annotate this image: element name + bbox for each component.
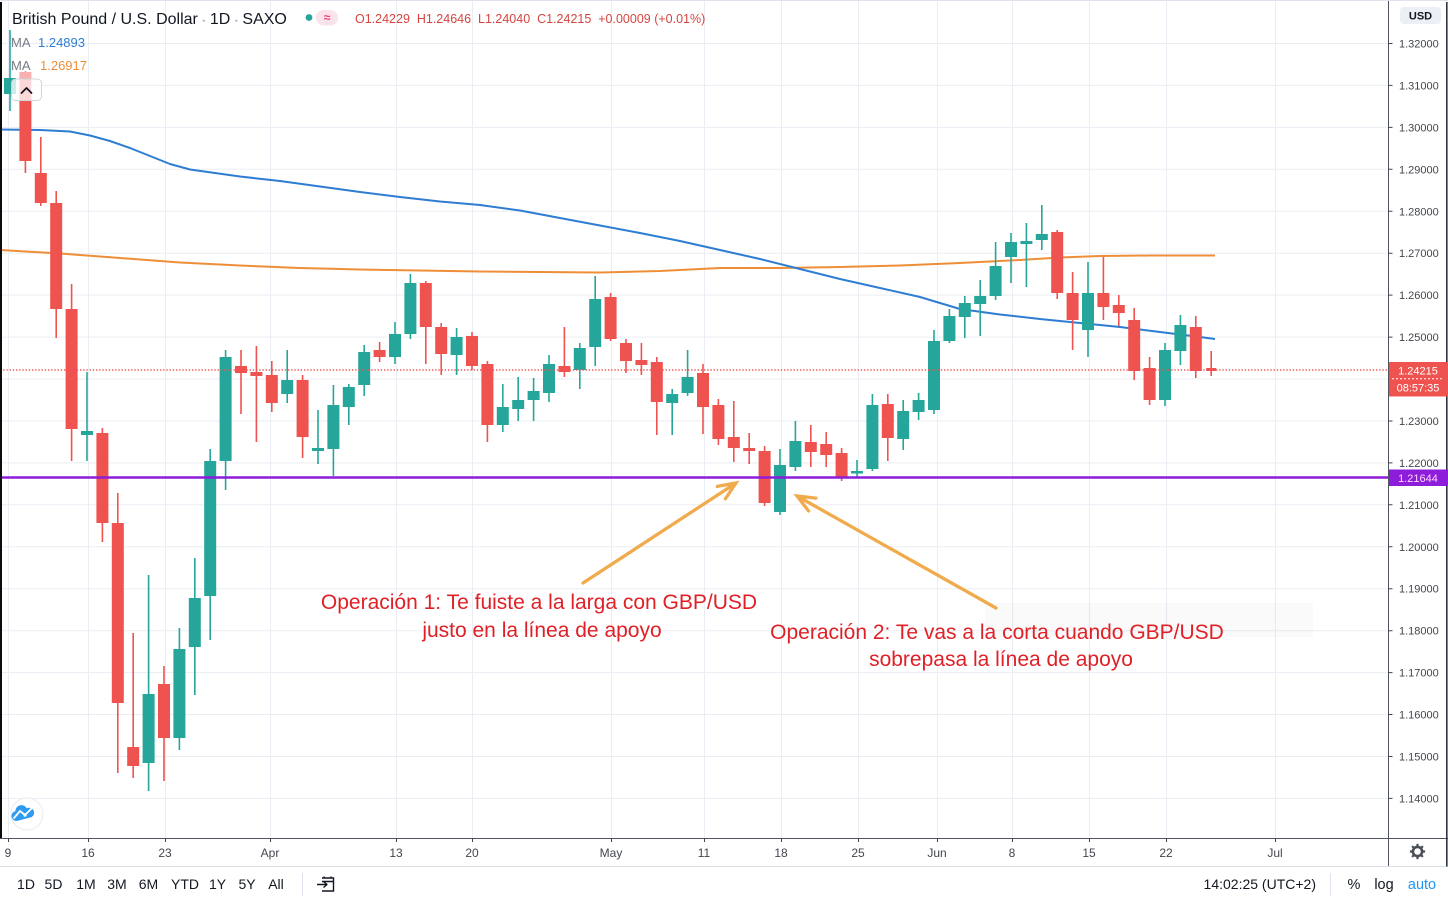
svg-text:9: 9 [5,846,12,860]
svg-text:Jun: Jun [927,846,946,860]
svg-text:13: 13 [389,846,403,860]
svg-text:1.18000: 1.18000 [1399,626,1439,638]
svg-text:1.29000: 1.29000 [1399,164,1439,176]
svg-text:1.32000: 1.32000 [1399,39,1439,51]
svg-text:18: 18 [774,846,788,860]
svg-text:1.20000: 1.20000 [1399,542,1439,554]
svg-text:Operación 2: Te vas a la corta: Operación 2: Te vas a la corta cuando GB… [770,621,1224,644]
svg-text:1.30000: 1.30000 [1399,122,1439,134]
svg-text:Apr: Apr [261,846,280,860]
svg-text:≈: ≈ [324,11,331,25]
svg-text:1D: 1D [17,876,35,892]
svg-text:May: May [600,846,623,860]
svg-text:08:57:35: 08:57:35 [1397,383,1440,395]
svg-text:All: All [268,876,284,892]
svg-text:1.15000: 1.15000 [1399,752,1439,764]
svg-text:3M: 3M [107,876,126,892]
svg-text:5D: 5D [45,876,63,892]
svg-text:1.24893: 1.24893 [38,35,85,50]
svg-text:5Y: 5Y [238,876,256,892]
svg-text:1.23000: 1.23000 [1399,416,1439,428]
svg-text:16: 16 [81,846,95,860]
svg-text:1.21644: 1.21644 [1398,473,1438,485]
svg-text:11: 11 [698,846,711,860]
svg-text:15: 15 [1082,846,1096,860]
svg-text:1.26000: 1.26000 [1399,290,1439,302]
svg-text:1.21000: 1.21000 [1399,500,1439,512]
svg-text:USD: USD [1409,11,1432,23]
svg-text:1.16000: 1.16000 [1399,710,1439,722]
svg-text:MA: MA [11,58,31,73]
svg-text:1.27000: 1.27000 [1399,248,1439,260]
svg-text:1.22000: 1.22000 [1399,458,1439,470]
svg-text:%: % [1348,877,1361,893]
svg-text:1.24215: 1.24215 [1398,366,1438,378]
svg-text:1.26917: 1.26917 [40,58,87,73]
svg-text:1.14000: 1.14000 [1399,793,1439,805]
svg-text:8: 8 [1009,846,1016,860]
svg-text:25: 25 [851,846,865,860]
svg-text:auto: auto [1408,877,1436,893]
svg-text:1.31000: 1.31000 [1399,80,1439,92]
svg-text:1.28000: 1.28000 [1399,206,1439,218]
svg-text:14:02:25 (UTC+2): 14:02:25 (UTC+2) [1204,876,1316,892]
svg-text:22: 22 [1159,846,1173,860]
svg-text:Jul: Jul [1267,846,1282,860]
svg-text:log: log [1374,877,1393,893]
svg-text:1Y: 1Y [209,876,227,892]
svg-text:1.17000: 1.17000 [1399,668,1439,680]
svg-text:6M: 6M [139,876,158,892]
svg-text:1M: 1M [76,876,95,892]
svg-text:MA: MA [11,35,31,50]
svg-text:sobrepasa la línea de apoyo: sobrepasa la línea de apoyo [869,648,1133,671]
svg-text:Operación 1: Te fuiste a la la: Operación 1: Te fuiste a la larga con GB… [321,591,757,614]
svg-text:YTD: YTD [171,876,199,892]
svg-text:British Pound / U.S. Dollar •: British Pound / U.S. Dollar • 1D • SAXO [12,11,287,28]
svg-text:23: 23 [158,846,172,860]
svg-text:20: 20 [465,846,479,860]
svg-text:1.19000: 1.19000 [1399,584,1439,596]
svg-text:1.25000: 1.25000 [1399,332,1439,344]
svg-text:justo en la línea de apoyo: justo en la línea de apoyo [421,619,661,642]
svg-text:O1.24229 H1.24646 L1.24040: O1.24229 H1.24646 L1.24040 C1.24215 +0.0… [355,12,705,26]
